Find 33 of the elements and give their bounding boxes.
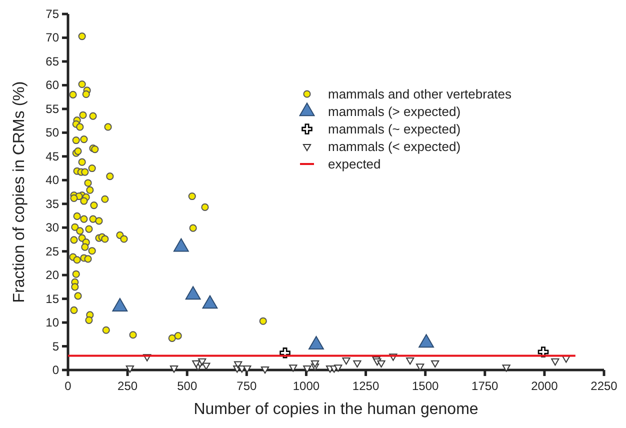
- x-tick-label: 1500: [412, 379, 440, 393]
- y-tick-label: 45: [46, 149, 60, 164]
- x-tick-label: 1000: [292, 379, 320, 393]
- x-tick-label: 0: [64, 379, 72, 393]
- x-tick-label: 500: [177, 379, 198, 393]
- y-tick-label: 20: [46, 268, 60, 282]
- y-tick-label: 25: [46, 244, 60, 258]
- legend-label: mammals (< expected): [328, 139, 461, 154]
- x-tick-label: 2250: [590, 379, 618, 393]
- y-tick-label: 40: [46, 173, 60, 188]
- legend-label: mammals (> expected): [328, 104, 461, 119]
- y-tick-label: 15: [46, 292, 60, 306]
- y-tick-label: 65: [46, 54, 60, 68]
- y-tick-label: 70: [46, 30, 60, 45]
- y-tick-label: 0: [52, 363, 60, 377]
- y-tick-label: 75: [46, 7, 60, 21]
- x-tick-label: 750: [236, 379, 257, 393]
- y-tick-label: 30: [46, 220, 60, 235]
- x-tick-label: 2000: [531, 379, 558, 393]
- legend-label: mammals (~ expected): [328, 122, 461, 136]
- y-tick-label: 60: [46, 78, 60, 92]
- x-tick-label: 250: [118, 379, 138, 393]
- y-tick-label: 10: [46, 316, 60, 330]
- x-tick-label: 1750: [472, 379, 499, 393]
- y-tick-label: 55: [46, 102, 60, 116]
- y-tick-label: 50: [46, 126, 60, 140]
- legend-label: expected: [328, 156, 381, 172]
- x-axis-title: Number of copies in the human genome: [194, 401, 478, 418]
- y-tick-label: 5: [52, 339, 60, 354]
- legend-label: mammals and other vertebrates: [328, 86, 512, 102]
- y-axis-title: Fraction of copies in CRMs (%): [11, 81, 28, 303]
- x-tick-label: 1250: [352, 379, 380, 393]
- y-tick-label: 35: [46, 196, 60, 211]
